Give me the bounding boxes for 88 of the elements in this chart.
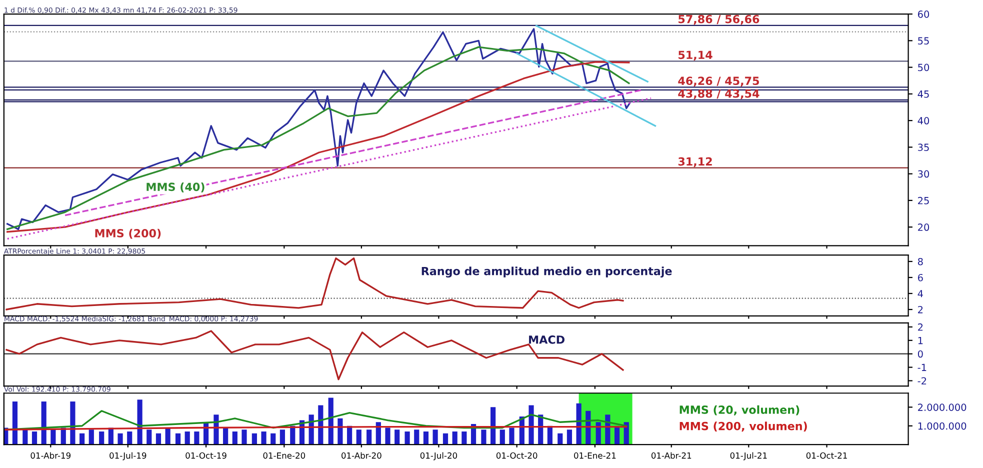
y-tick-label: 50 [918,64,930,72]
x-tick-label: 01-Abr-20 [342,452,382,459]
ref-line-label: 46,26 / 45,75 [678,76,759,86]
x-tick-label: 01-Jul-21 [730,452,767,460]
bar [261,431,266,445]
x-tick-label: 01-Jul-20 [420,452,458,460]
bar [127,431,132,445]
bar [156,433,162,445]
y-tick-label: 35 [918,144,929,152]
bar [566,430,572,445]
x-tick-label: 01-Abr-19 [30,452,71,459]
bar [366,430,372,445]
annotation: MMS (40) [146,182,204,192]
bar [394,430,400,445]
y-tick-label: 8 [918,258,923,266]
bar [270,433,276,445]
y-tick-label: 0 [918,350,923,358]
bar [404,431,410,445]
bar [385,428,390,445]
y-tick-label: -2 [918,377,926,384]
x-tick-label: 01-Abr-21 [651,452,692,459]
bar [242,430,247,445]
annotation: Rango de amplitud medio en porcentaje [422,266,672,278]
annotation: MMS (200) [95,228,161,239]
y-tick-label: 30 [918,170,930,178]
text: MMS (200, volumen) [680,422,807,432]
bar [146,430,152,445]
bar [280,430,286,445]
bar [118,433,123,445]
y-tick-label: 1 [918,337,923,344]
y-tick-label: 60 [918,10,930,18]
bar [252,433,257,445]
ref-line-label: 57,86 / 56,66 [678,14,760,25]
x-tick-label: 01-Oct-20 [496,452,538,459]
bar [528,405,534,445]
bar [452,431,458,445]
y-tick-label: 1.000.000 [918,422,966,430]
bar [184,431,190,445]
ref-line-label: 31,12 [678,157,712,168]
bar [50,430,56,445]
line-series [4,410,628,430]
line-series [6,330,624,380]
bar [509,428,514,445]
y-tick-label: 2 [918,306,923,314]
bar [70,402,76,445]
bar [558,433,563,445]
bar [462,431,467,445]
bar [41,402,46,445]
y-tick-label: 55 [918,37,929,44]
bar [414,430,420,445]
bar [137,400,142,445]
bar [596,422,601,445]
bar [423,431,429,445]
bar [99,431,104,445]
x-tick-label: 01-Oct-19 [186,452,226,459]
bar [500,430,505,445]
bar [356,430,362,445]
bar [88,430,94,445]
x-tick-label: 01-Ene-20 [263,452,306,459]
bar [194,431,200,445]
y-tick-label: 20 [918,224,930,231]
bar [328,398,334,445]
y-tick-label: -1 [918,364,926,371]
y-tick-label: 45 [918,90,929,98]
bar [490,407,496,445]
x-tick-label: 01-Oct-21 [806,452,847,459]
y-tick-label: 4 [918,290,923,298]
bar [175,433,181,445]
y-tick-label: 40 [918,117,930,124]
y-tick-label: 6 [918,274,923,282]
x-tick-label: 01-Ene-21 [574,452,616,459]
x-tick-label: 01-Jul-19 [110,452,146,460]
ref-line-label: 43,88 / 43,54 [678,89,760,100]
bar [12,402,18,445]
text: MMS (20, volumen) [680,405,800,416]
y-tick-label: 2 [918,323,923,331]
y-tick-label: 2.000.000 [918,404,966,411]
bar [376,422,381,445]
bar [442,433,448,445]
y-tick-label: 25 [918,196,929,204]
bar [223,428,228,445]
annotation: MACD [529,335,564,344]
bar [432,430,438,445]
bar [232,431,238,445]
bar [32,431,38,445]
bar [481,430,486,445]
ref-line-label: 51,14 [678,50,712,60]
bar [80,433,85,445]
